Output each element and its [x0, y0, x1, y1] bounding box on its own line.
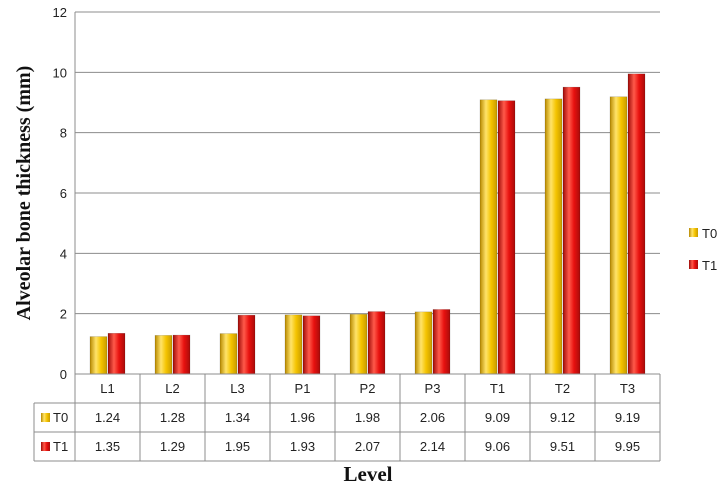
- legend-swatch: [689, 228, 698, 237]
- x-tick-label: T1: [490, 381, 505, 396]
- data-label: 1.28: [160, 410, 185, 425]
- x-tick-label: T3: [620, 381, 635, 396]
- data-label: 9.09: [485, 410, 510, 425]
- y-tick-label: 0: [60, 367, 67, 382]
- legend-label: T0: [702, 226, 717, 241]
- legend: T0 T1: [689, 226, 717, 273]
- data-label: 2.06: [420, 410, 445, 425]
- bar-t0-t1: [479, 99, 498, 375]
- table-series-label: T0: [53, 410, 68, 425]
- data-label: 1.24: [95, 410, 120, 425]
- data-label: 1.35: [95, 439, 120, 454]
- data-label: 1.34: [225, 410, 250, 425]
- x-tick-label: P2: [360, 381, 376, 396]
- bar-t0-l1: [89, 336, 108, 375]
- bar-t1-t3: [627, 73, 646, 375]
- bar-t0-l2: [154, 335, 173, 375]
- table-legend-swatch: [41, 442, 50, 451]
- data-label: 1.95: [225, 439, 250, 454]
- data-label: 1.96: [290, 410, 315, 425]
- data-label: 9.06: [485, 439, 510, 454]
- y-tick-label: 2: [60, 307, 67, 322]
- x-tick-label: P3: [425, 381, 441, 396]
- legend-label: T1: [702, 258, 717, 273]
- x-axis-title: Level: [344, 462, 393, 486]
- bar-t0-p1: [284, 314, 303, 375]
- bar-t0-t2: [544, 98, 563, 375]
- bar-t1-p2: [367, 311, 386, 375]
- y-tick-label: 8: [60, 126, 67, 141]
- data-table: L1 L2 L3 P1 P2 P3 T1 T2 T3 T0 1.24 1.28 1.34 1.96 1.98…: [33, 373, 661, 462]
- bar-t0-t3: [609, 96, 628, 375]
- data-label: 9.95: [615, 439, 640, 454]
- data-label: 1.29: [160, 439, 185, 454]
- y-tick-label: 4: [60, 246, 67, 261]
- bar-t1-p3: [432, 309, 451, 375]
- data-label: 2.14: [420, 439, 445, 454]
- x-tick-label: L3: [230, 381, 244, 396]
- bar-t1-p1: [302, 315, 321, 375]
- data-label: 9.12: [550, 410, 575, 425]
- bar-t1-t1: [497, 100, 516, 375]
- bar-t0-l3: [219, 333, 238, 375]
- bar-t1-l3: [237, 314, 256, 375]
- y-axis-title: Alveolar bone thickness (mm): [13, 66, 35, 321]
- x-tick-label: L1: [100, 381, 114, 396]
- bar-t1-l1: [107, 333, 126, 375]
- data-label: 9.51: [550, 439, 575, 454]
- data-label: 2.07: [355, 439, 380, 454]
- table-series-label: T1: [53, 439, 68, 454]
- table-legend-swatch: [41, 413, 50, 422]
- gridlines: [74, 11, 660, 375]
- data-label: 9.19: [615, 410, 640, 425]
- bars: [89, 73, 646, 375]
- x-tick-label: T2: [555, 381, 570, 396]
- x-tick-label: P1: [295, 381, 311, 396]
- y-tick-label: 12: [53, 5, 67, 20]
- bar-t0-p3: [414, 311, 433, 375]
- legend-swatch: [689, 260, 698, 269]
- data-label: 1.98: [355, 410, 380, 425]
- y-tick-label: 10: [53, 65, 67, 80]
- bar-t0-p2: [349, 314, 368, 375]
- y-tick-label: 6: [60, 186, 67, 201]
- bar-t1-t2: [562, 86, 581, 375]
- x-tick-label: L2: [165, 381, 179, 396]
- data-label: 1.93: [290, 439, 315, 454]
- bar-t1-l2: [172, 334, 191, 375]
- y-axis-ticks: 0 2 4 6 8 10 12: [53, 5, 67, 382]
